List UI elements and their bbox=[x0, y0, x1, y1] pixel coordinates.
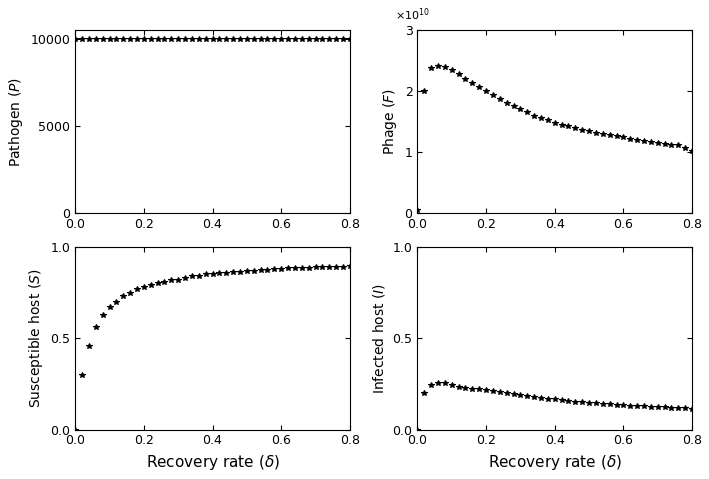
Y-axis label: Phage ($F$): Phage ($F$) bbox=[381, 88, 399, 155]
X-axis label: Recovery rate ($\delta$): Recovery rate ($\delta$) bbox=[488, 453, 622, 472]
X-axis label: Recovery rate ($\delta$): Recovery rate ($\delta$) bbox=[145, 453, 279, 472]
Text: $\times10^{10}$: $\times10^{10}$ bbox=[396, 6, 430, 23]
Y-axis label: Pathogen ($P$): Pathogen ($P$) bbox=[7, 77, 25, 167]
Y-axis label: Infected host ($I$): Infected host ($I$) bbox=[371, 283, 387, 394]
Y-axis label: Susceptible host ($S$): Susceptible host ($S$) bbox=[27, 269, 45, 408]
